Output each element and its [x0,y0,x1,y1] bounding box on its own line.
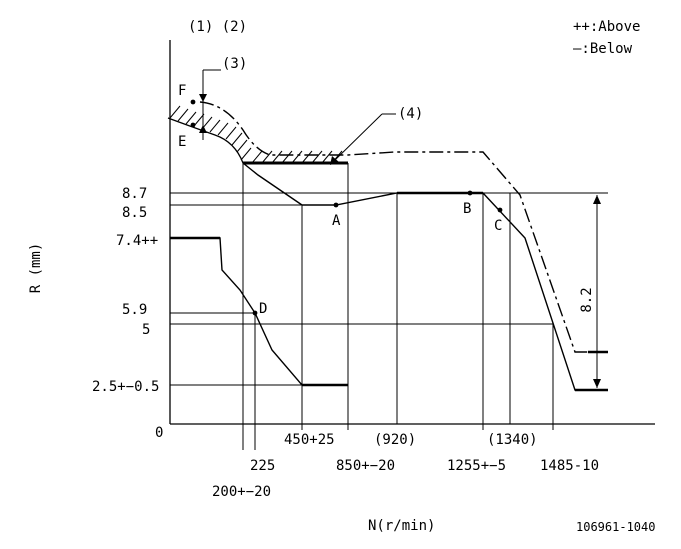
x-tick-850: 850+−20 [336,458,395,474]
x-tick-450: 450+25 [284,432,335,448]
x-tick-1255: 1255+−5 [447,458,506,474]
legend-below: —:Below [573,41,633,57]
point-b-marker [467,190,473,196]
dimension-arrow-top-icon [593,195,601,204]
y-tick-8-5: 8.5 [122,205,147,221]
point-f-label: F [178,83,186,99]
callouts-1-2: (1) (2) [188,19,247,35]
point-f-marker [190,99,196,105]
x-tick-1340: (1340) [487,432,538,448]
vertical-reference-lines [242,163,554,450]
point-d-label: D [259,301,267,317]
drawing-id: 106961-1040 [576,520,655,534]
x-tick-1485: 1485-10 [540,458,599,474]
x-axis-label: N(r/min) [368,518,435,534]
x-tick-225: 225 [250,458,275,474]
point-b-label: B [463,201,471,217]
down-arrow-icon [199,94,207,102]
callout-3-label: (3) [222,56,247,72]
origin-label: 0 [155,425,163,441]
dimension-arrow-bottom-icon [593,379,601,388]
x-tick-920: (920) [374,432,416,448]
callout-4-arrow-icon [330,156,339,165]
y-tick-5-9: 5.9 [122,302,147,318]
point-a-marker [333,202,339,208]
point-e-label: E [178,134,186,150]
up-arrow-icon [199,125,207,133]
y-tick-8-7: 8.7 [122,186,147,202]
y-tick-7-4: 7.4++ [116,233,158,249]
point-a-label: A [332,213,341,229]
callout-4-leader [333,113,383,162]
above-curve [199,101,608,353]
callout-4-label: (4) [398,106,423,122]
y-axis-label: R (mm) [28,243,44,294]
legend-above: ++:Above [573,19,640,35]
point-e-marker [190,122,196,128]
y-tick-5: 5 [142,322,150,338]
y-tick-2-5: 2.5+−0.5 [92,379,159,395]
start-curve [170,237,348,386]
point-c-marker [497,207,503,213]
point-d-marker [252,310,258,316]
point-c-label: C [494,218,502,234]
hatched-region [167,105,348,164]
dimension-value: 8.2 [579,287,595,312]
x-tick-200: 200+−20 [212,484,271,500]
